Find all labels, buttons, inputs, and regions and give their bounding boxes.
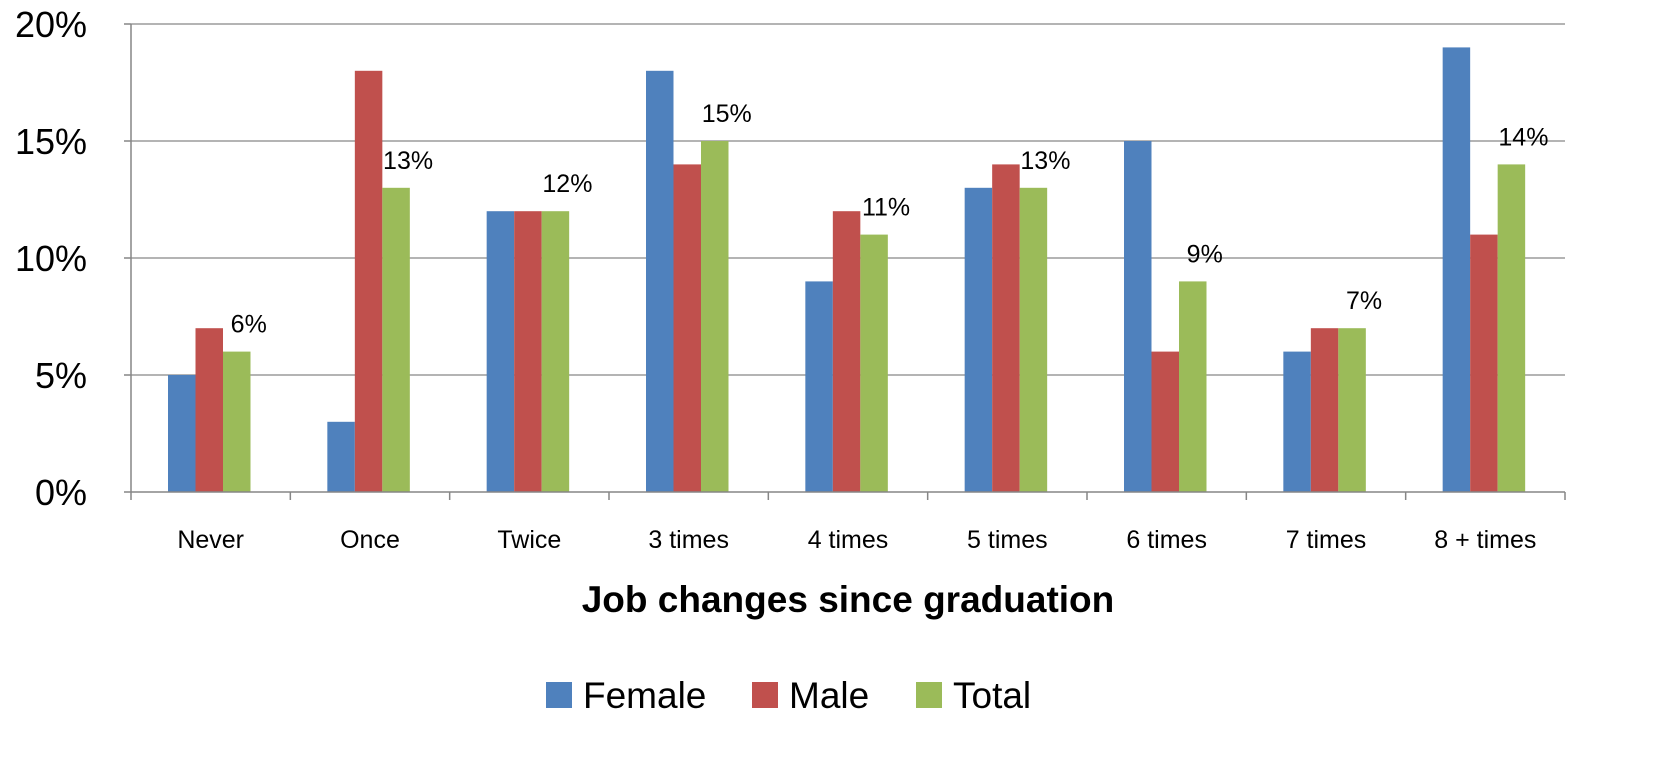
bar-male [1310,328,1339,492]
bar-total [541,211,570,492]
y-tick-label: 5% [35,355,87,396]
legend-swatch-total [916,682,942,708]
bar-female [805,281,833,492]
data-label: 11% [862,194,910,222]
bar-female [486,211,515,492]
data-label: 12% [542,170,592,198]
bar-total [1179,281,1207,492]
x-axis-title: Job changes since graduation [582,579,1115,620]
bar-male [1470,234,1498,492]
y-tick-label: 10% [15,238,87,279]
bar-male [832,211,861,492]
bar-female [1442,47,1471,493]
x-category-label: Never [177,526,244,554]
bar-male [992,164,1020,492]
data-label: 7% [1346,287,1382,315]
legend-label-male: Male [789,675,869,716]
bar-female [168,375,196,492]
x-category-label: Once [340,526,400,554]
bar-female [1283,351,1311,492]
x-category-label: 4 times [808,526,889,554]
bar-total [382,187,410,493]
x-category-label: 3 times [648,526,729,554]
y-tick-label: 0% [35,472,87,513]
x-category-label: 8 + times [1434,526,1536,554]
x-category-label: Twice [497,526,561,554]
data-label: 6% [231,311,267,339]
legend-label-female: Female [583,675,706,716]
bar-total [223,351,251,492]
bar-female [964,187,993,493]
bar-total [1497,164,1526,492]
legend-label-total: Total [953,675,1031,716]
bar-total [860,234,888,492]
bar-total [701,141,729,492]
data-label: 13% [1020,147,1070,175]
data-label: 15% [702,100,752,128]
y-tick-label: 20% [15,4,87,45]
data-label: 14% [1498,123,1548,151]
legend-swatch-female [546,682,572,708]
bar-total [1019,187,1048,493]
x-category-label: 6 times [1126,526,1207,554]
bar-male [1151,351,1179,492]
bar-female [327,421,355,492]
data-label: 9% [1187,240,1223,268]
bar-female [1124,141,1152,492]
bar-male [195,328,223,492]
bar-male [673,164,701,492]
legend-swatch-male [752,682,778,708]
x-category-label: 7 times [1286,526,1367,554]
y-tick-label: 15% [15,121,87,162]
bar-male [514,211,542,492]
data-label: 13% [383,147,433,175]
bar-female [646,70,674,493]
bar-total [1338,328,1366,492]
bar-male [354,70,383,493]
x-category-label: 5 times [967,526,1048,554]
